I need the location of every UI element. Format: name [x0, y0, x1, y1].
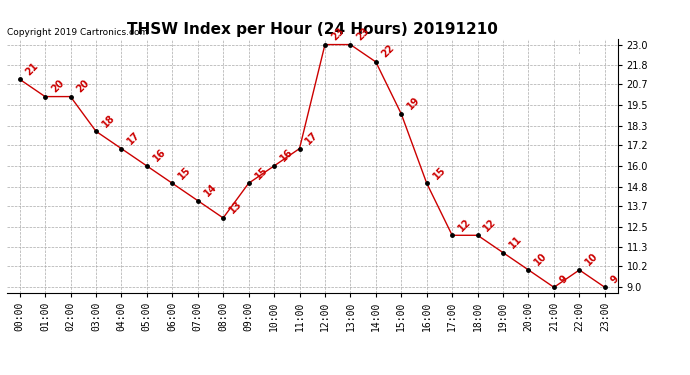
Text: 21: 21 [23, 60, 41, 77]
Text: 12: 12 [456, 216, 473, 233]
Text: 9: 9 [609, 273, 621, 285]
Text: 10: 10 [533, 251, 549, 268]
Text: 15: 15 [431, 165, 448, 181]
Title: THSW Index per Hour (24 Hours) 20191210: THSW Index per Hour (24 Hours) 20191210 [127, 22, 497, 37]
Text: 10: 10 [584, 251, 600, 268]
Text: 11: 11 [507, 234, 524, 250]
Text: THSW  (°F): THSW (°F) [531, 54, 590, 64]
Text: 17: 17 [126, 130, 142, 146]
Text: 23: 23 [355, 26, 371, 42]
Text: 12: 12 [482, 216, 498, 233]
Text: 9: 9 [558, 273, 570, 285]
Text: 20: 20 [49, 78, 66, 94]
Text: 13: 13 [227, 199, 244, 216]
Text: 18: 18 [100, 112, 117, 129]
Text: 15: 15 [177, 165, 193, 181]
Text: 15: 15 [253, 165, 269, 181]
Text: 23: 23 [329, 26, 346, 42]
Text: Copyright 2019 Cartronics.com: Copyright 2019 Cartronics.com [7, 28, 148, 37]
Text: 20: 20 [75, 78, 91, 94]
Text: 17: 17 [304, 130, 320, 146]
Text: 22: 22 [380, 43, 397, 60]
Text: 16: 16 [151, 147, 168, 164]
Text: 16: 16 [278, 147, 295, 164]
Text: 14: 14 [202, 182, 219, 198]
Text: 19: 19 [406, 95, 422, 112]
